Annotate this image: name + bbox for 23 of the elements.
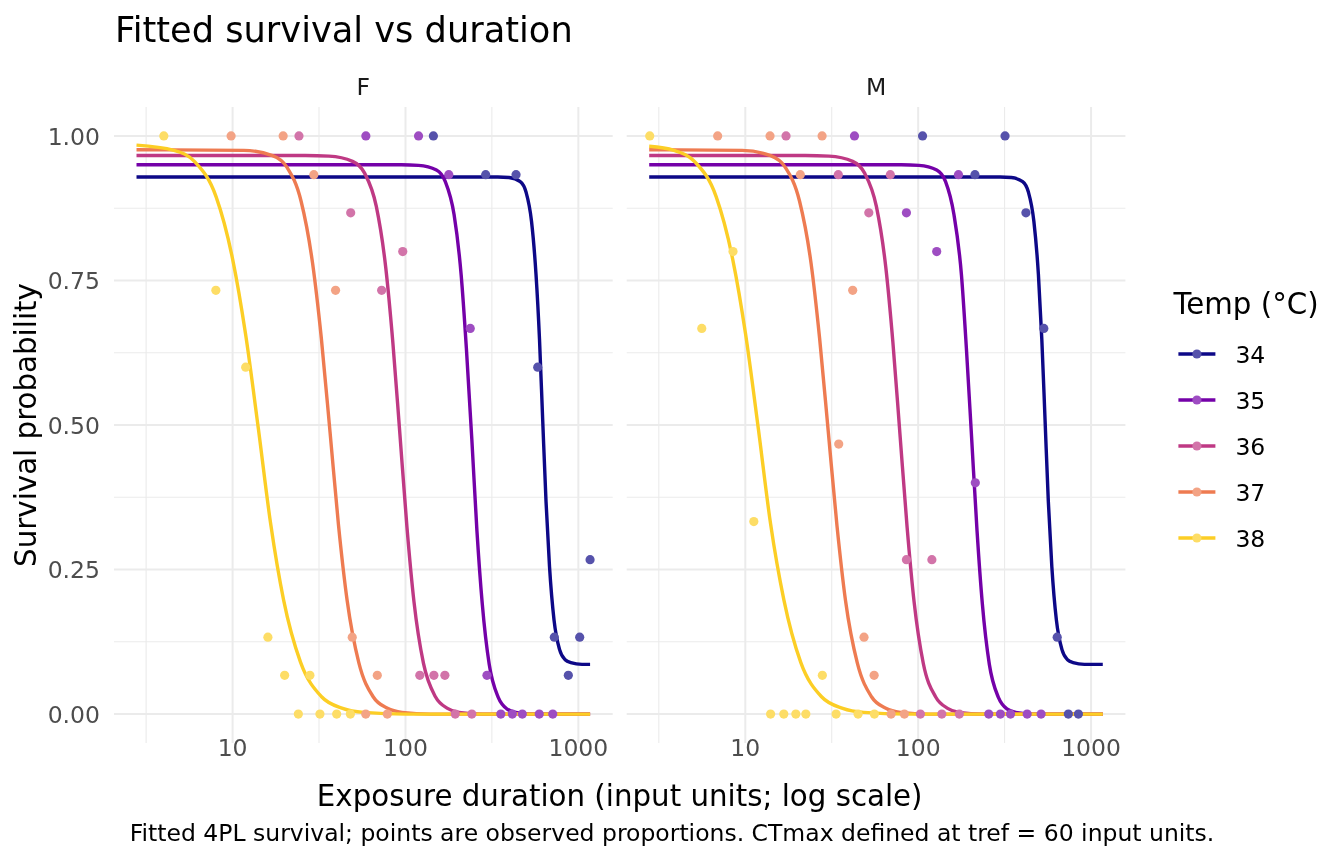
legend-label: 37 <box>1235 478 1266 507</box>
chart-title: Fitted survival vs duration <box>115 9 573 50</box>
text: Fitted 4PL survival; points are observed proportions. CTmax defined at tref = 60 input units. <box>129 819 1215 847</box>
legend-label: 34 <box>1235 340 1266 369</box>
y-tick-label: 0.00 <box>47 700 100 729</box>
x-tick-label: 1000 <box>1061 733 1121 762</box>
x-tick-label: 100 <box>383 733 428 762</box>
y-tick-label: 0.50 <box>47 411 100 440</box>
legend-title: Temp (°C) <box>1172 287 1319 321</box>
y-tick-label: 0.75 <box>47 267 100 296</box>
x-tick-label: 100 <box>895 733 941 762</box>
chart-subtitle: F <box>356 72 371 101</box>
y-axis-title: Survival probability <box>9 283 43 567</box>
x-tick-label: 1000 <box>548 733 609 762</box>
legend-label: 36 <box>1235 432 1266 461</box>
x-tick-label: 10 <box>217 733 248 762</box>
x-tick-label: 10 <box>730 733 761 762</box>
y-tick-label: 1.00 <box>47 122 100 151</box>
x-axis-title: Exposure duration (input units; log scale) <box>316 779 923 813</box>
y-tick-label: 0.25 <box>47 556 100 585</box>
legend-label: 38 <box>1235 524 1266 553</box>
chart-subtitle: M <box>865 72 887 101</box>
legend-label: 35 <box>1235 386 1266 415</box>
